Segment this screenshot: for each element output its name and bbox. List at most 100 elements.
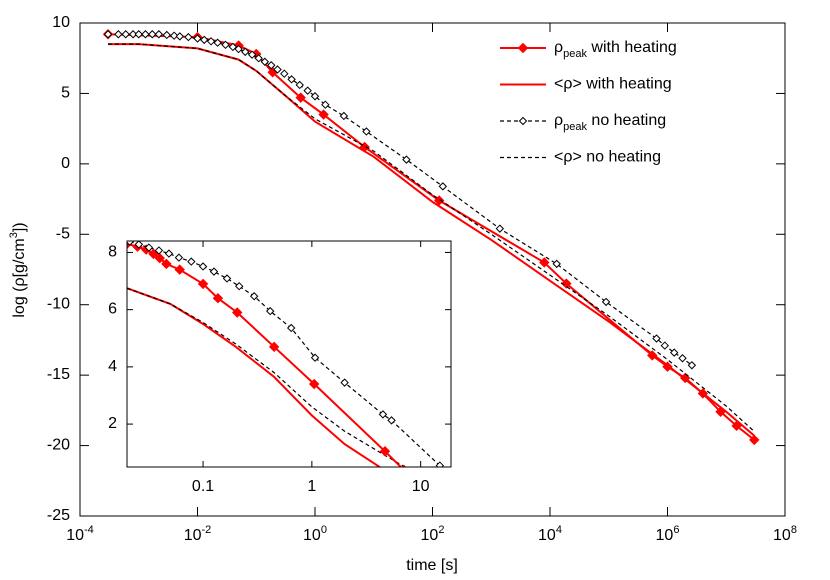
marker [260,57,270,66]
y-tick-label: -5 [56,226,70,243]
marker [206,37,216,46]
marker [164,249,174,258]
marker [162,30,171,40]
marker [295,80,304,90]
series-line [127,287,406,467]
marker [362,127,371,136]
marker [687,361,697,370]
y-tick-label: -25 [47,507,70,524]
marker [321,100,330,109]
marker [234,44,243,54]
x-tick-label: 0.1 [192,478,214,495]
x-tick-label: 100 [303,524,327,544]
marker [228,42,238,52]
plot-border [126,240,452,468]
marker [174,253,184,262]
marker [539,257,550,268]
marker [221,40,230,50]
marker [287,323,296,333]
marker [184,32,193,42]
marker [402,155,411,164]
marker [187,257,196,266]
marker [174,264,185,275]
marker [265,306,275,316]
x-tick-label: 10 [412,478,430,495]
marker [199,35,209,45]
marker [241,47,250,57]
legend-marker [517,42,529,54]
marker [647,350,658,361]
marker [154,246,164,255]
marker [318,109,329,120]
marker [193,34,202,43]
marker [662,361,673,372]
marker [438,182,448,191]
x-tick-label: 1 [307,478,316,495]
y-tick-label: 5 [61,85,70,102]
x-tick-label: 102 [421,524,445,544]
marker [435,461,445,467]
legend-label: <ρ> with heating [554,76,672,93]
marker [310,353,320,362]
marker [295,92,306,103]
marker [209,267,219,276]
marker [669,348,679,357]
x-tick-label: 104 [538,524,562,544]
x-tick-label: 10-4 [66,524,94,544]
plot-area [127,241,445,467]
marker [287,75,296,84]
y-tick-label: 4 [108,358,117,375]
marker [339,111,349,121]
marker [235,281,244,291]
marker [222,274,232,283]
marker [308,378,320,390]
marker [175,32,185,41]
y-axis-label: log (ρ[g/cm3]) [8,222,28,317]
marker [134,30,143,39]
legend-label: <ρ> no heating [554,149,661,166]
marker [267,61,276,70]
y-tick-label: -15 [47,366,70,383]
marker [601,297,611,307]
marker [254,54,263,63]
marker [495,224,505,233]
legend-label: ρpeak no heating [554,112,666,133]
y-tick-label: 6 [108,301,117,318]
marker [387,416,396,425]
x-tick-label: 10-2 [184,524,212,544]
x-tick-label: 108 [773,524,797,544]
marker [660,341,670,350]
marker [127,241,134,246]
marker [134,241,144,249]
y-tick-label: -10 [47,296,70,313]
legend-label: ρpeak with heating [554,39,677,60]
marker [213,38,222,47]
marker [114,30,123,39]
marker [128,30,138,39]
marker [154,252,165,264]
legend-marker [518,116,528,126]
inset-background [127,241,451,467]
marker [552,259,561,269]
marker [268,341,280,353]
plot-area [102,29,760,446]
marker [678,354,687,363]
y-tick-label: 0 [61,155,70,172]
marker [247,50,257,59]
marker [141,30,150,39]
marker [103,30,113,39]
marker [197,278,209,290]
marker [561,278,572,289]
marker [148,30,157,39]
marker [169,31,179,40]
marker [212,293,224,304]
marker [280,69,289,78]
y-tick-label: 10 [52,14,70,31]
marker [652,334,661,343]
y-tick-label: 2 [108,415,117,432]
marker [161,258,172,270]
y-tick-label: 8 [108,244,117,261]
marker [121,30,130,39]
marker [198,262,208,271]
